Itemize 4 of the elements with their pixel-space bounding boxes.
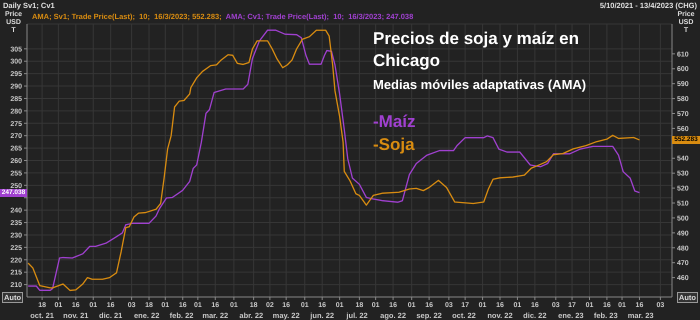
text: Precios de soja y maíz en Chicago [373,28,580,72]
series-label: -Soja [373,134,416,156]
series-label: -Maíz [373,111,416,133]
text: Medias móviles adaptativas (AMA) [373,76,588,94]
